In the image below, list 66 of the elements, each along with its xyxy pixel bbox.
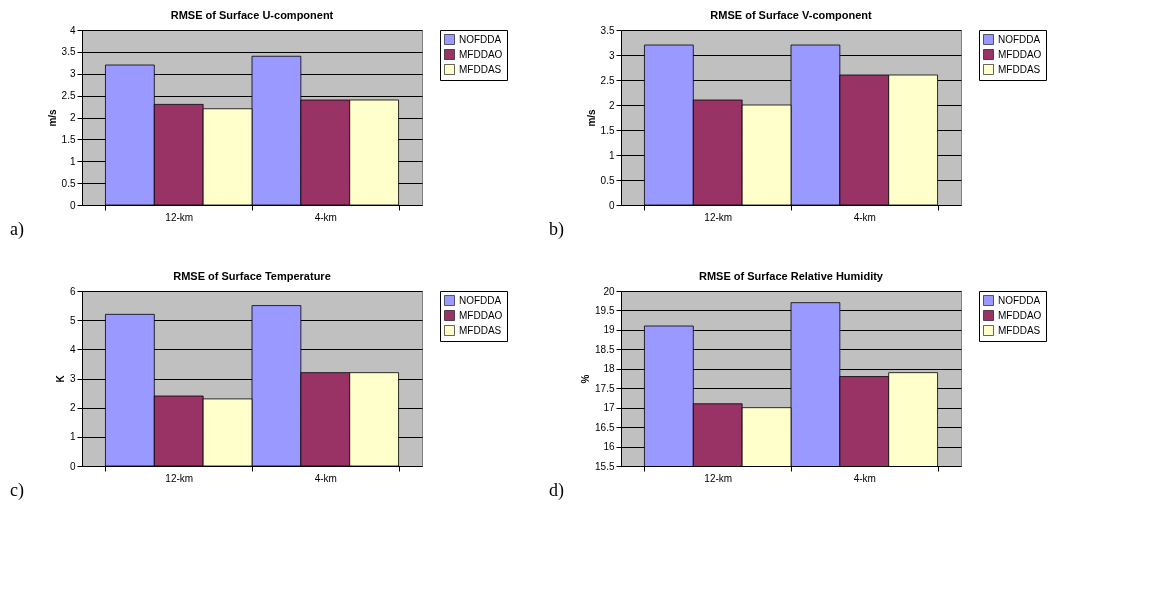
y-tick-label: 2 xyxy=(608,99,615,111)
text: d) xyxy=(549,480,564,501)
y-axis-title: m/s xyxy=(585,108,597,127)
y-tick-label: 3.5 xyxy=(600,24,615,36)
y-tick-label: 17 xyxy=(603,402,615,414)
y-tick-label: 17.5 xyxy=(595,382,615,394)
y-tick-label: 4 xyxy=(69,343,76,355)
y-tick-label: 2 xyxy=(69,112,76,123)
y-tick-label: 16.5 xyxy=(595,421,615,433)
y-tick-label: 4 xyxy=(69,24,76,36)
y-tick-label: 0 xyxy=(69,460,76,472)
legend-label: MFDDAS xyxy=(459,324,502,336)
y-tick-label: 1 xyxy=(69,155,76,167)
y-tick-label: 15.5 xyxy=(595,460,615,472)
y-axis-title: K xyxy=(54,374,66,383)
y-tick-label: 3 xyxy=(69,68,76,80)
legend-label: MFDDAO xyxy=(998,309,1042,321)
legend-label: NOFDDA xyxy=(998,294,1041,306)
legend-label: MFDDAS xyxy=(998,324,1041,336)
legend-label: NOFDDA xyxy=(459,33,502,45)
y-tick-label: 3.5 xyxy=(61,46,76,58)
legend-label: MFDDAS xyxy=(998,63,1041,75)
y-axis-title: % xyxy=(580,374,592,384)
legend-label: MFDDAS xyxy=(459,63,502,75)
y-tick-label: 0.5 xyxy=(600,174,615,186)
x-tick-label: 12-km xyxy=(704,472,733,484)
text: b) xyxy=(549,219,564,240)
y-tick-label: 3 xyxy=(69,373,76,384)
text: c) xyxy=(10,480,24,501)
chart-title: RMSE of Surface Temperature xyxy=(173,270,331,282)
legend-label: NOFDDA xyxy=(998,33,1041,45)
x-tick-label: 4-km xyxy=(853,211,876,223)
legend-label: MFDDAO xyxy=(998,48,1042,60)
y-tick-label: 0 xyxy=(608,199,615,211)
x-tick-label: 12-km xyxy=(165,211,194,223)
text: a) xyxy=(10,219,24,240)
y-tick-label: 2 xyxy=(69,402,76,414)
y-tick-label: 0 xyxy=(69,199,76,211)
y-axis-title: m/s xyxy=(46,108,58,127)
y-tick-label: 5 xyxy=(69,314,76,326)
y-tick-label: 20 xyxy=(603,285,615,297)
y-tick-label: 1.5 xyxy=(61,133,76,145)
y-tick-label: 3 xyxy=(608,49,615,61)
y-tick-label: 19 xyxy=(603,324,615,336)
y-tick-label: 0.5 xyxy=(61,177,76,189)
y-tick-label: 19.5 xyxy=(595,304,615,316)
x-tick-label: 4-km xyxy=(314,211,337,223)
x-tick-label: 12-km xyxy=(704,211,733,223)
x-tick-label: 4-km xyxy=(314,472,337,484)
y-tick-label: 2.5 xyxy=(61,90,76,102)
y-tick-label: 1 xyxy=(608,149,615,161)
y-tick-label: 16 xyxy=(603,441,615,453)
chart-title: RMSE of Surface V-component xyxy=(710,9,873,21)
y-tick-label: 2.5 xyxy=(600,74,615,86)
chart-title: RMSE of Surface U-component xyxy=(170,9,334,21)
x-tick-label: 12-km xyxy=(165,472,194,484)
y-tick-label: 1.5 xyxy=(600,124,615,136)
y-tick-label: 18 xyxy=(603,363,615,375)
legend-label: MFDDAO xyxy=(459,309,503,321)
y-tick-label: 6 xyxy=(69,285,76,297)
legend-label: MFDDAO xyxy=(459,48,503,60)
legend-label: NOFDDA xyxy=(459,294,502,306)
x-tick-label: 4-km xyxy=(853,472,876,484)
y-tick-label: 18.5 xyxy=(595,343,615,355)
chart-title: RMSE of Surface Relative Humidity xyxy=(699,270,884,282)
y-tick-label: 1 xyxy=(69,431,76,443)
